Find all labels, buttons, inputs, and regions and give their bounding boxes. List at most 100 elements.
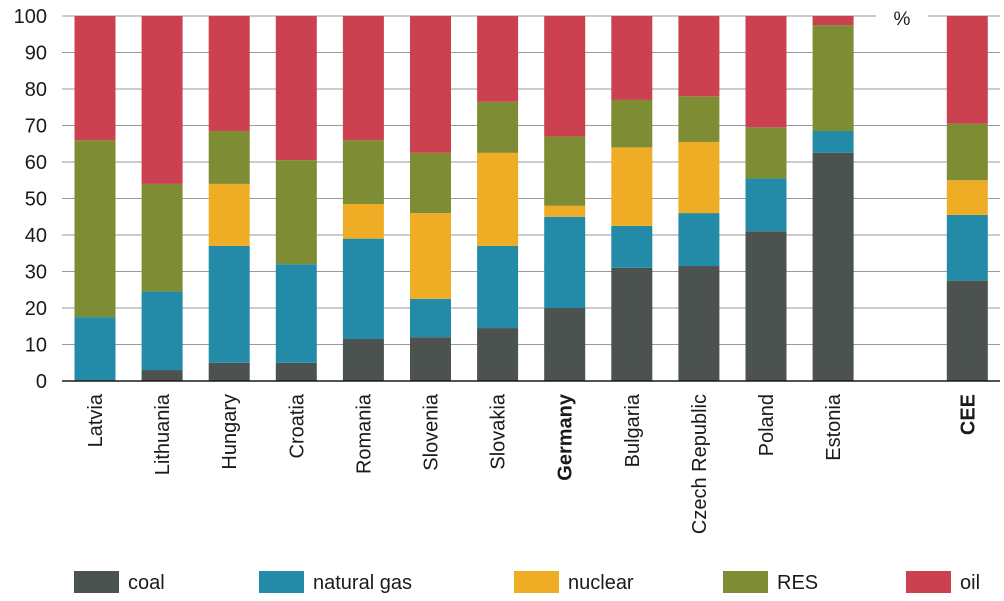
bar-segment-natural-gas bbox=[275, 264, 317, 363]
y-tick-label: 10 bbox=[25, 335, 47, 357]
bar-segment-natural-gas bbox=[342, 238, 384, 340]
legend-swatch bbox=[906, 571, 951, 593]
bar-segment-nuclear bbox=[410, 213, 451, 299]
bar-segment-RES bbox=[477, 101, 519, 153]
bar-segment-RES bbox=[74, 140, 116, 318]
legend-label: oil bbox=[960, 572, 980, 594]
bar-segment-coal bbox=[812, 152, 854, 381]
legend-label: coal bbox=[128, 572, 165, 594]
bar-segment-RES bbox=[342, 140, 384, 204]
y-tick-label: 20 bbox=[25, 298, 47, 320]
bar-segment-coal bbox=[410, 337, 451, 381]
y-tick-label: 70 bbox=[25, 116, 47, 138]
bar-segment-natural-gas bbox=[477, 245, 519, 329]
legend-swatch bbox=[723, 571, 768, 593]
bar-segment-natural-gas bbox=[611, 225, 653, 268]
bar-segment-coal bbox=[544, 308, 586, 381]
x-category-label: Estonia bbox=[823, 393, 845, 461]
bar-segment-oil bbox=[477, 16, 519, 102]
x-category-label: Czech Republic bbox=[689, 394, 711, 534]
bar-segment-nuclear bbox=[544, 205, 586, 217]
x-category-label: Germany bbox=[555, 393, 577, 481]
bar-segment-oil bbox=[342, 16, 384, 141]
x-category-label: Lithuania bbox=[152, 393, 174, 475]
bar-segment-natural-gas bbox=[410, 298, 451, 338]
y-tick-label: 100 bbox=[14, 6, 47, 28]
bar-segment-RES bbox=[410, 152, 451, 214]
x-axis: Latvia Lithuania Hungary Croatia Romania Slov… bbox=[62, 380, 1000, 534]
bar-segment-nuclear bbox=[678, 141, 720, 214]
y-tick-label: 0 bbox=[36, 371, 47, 393]
bar-segment-coal bbox=[275, 362, 317, 381]
legend-swatch bbox=[514, 571, 559, 593]
unit-label: % bbox=[894, 9, 911, 30]
bar-segment-nuclear bbox=[477, 152, 519, 246]
bar-segment-RES bbox=[745, 127, 787, 179]
x-category-label: Latvia bbox=[85, 393, 107, 447]
bar-segment-natural-gas bbox=[544, 216, 586, 308]
y-tick-label: 80 bbox=[25, 79, 47, 101]
bar-segment-oil bbox=[208, 16, 250, 131]
bar-segment-oil bbox=[141, 16, 183, 184]
bar-segment-coal bbox=[141, 370, 183, 381]
y-axis: 0 10 20 30 40 50 60 70 80 90 100 bbox=[14, 6, 47, 393]
bar-segment-oil bbox=[745, 16, 787, 128]
bar-segment-coal bbox=[946, 280, 988, 381]
x-category-label: CEE bbox=[957, 394, 979, 435]
bar-segment-oil bbox=[611, 16, 653, 100]
legend-label: RES bbox=[777, 572, 818, 594]
x-category-label: Poland bbox=[756, 394, 778, 456]
bar-segment-natural-gas bbox=[678, 213, 720, 267]
legend-swatch bbox=[259, 571, 304, 593]
bar-segment-RES bbox=[275, 160, 317, 265]
y-tick-label: 40 bbox=[25, 225, 47, 247]
bar-segment-natural-gas bbox=[946, 214, 988, 281]
legend-label: nuclear bbox=[568, 572, 634, 594]
bar-segment-oil bbox=[812, 16, 854, 26]
bar-segment-RES bbox=[946, 123, 988, 181]
bar-segment-oil bbox=[946, 16, 988, 124]
x-category-label: Bulgaria bbox=[622, 393, 644, 467]
bar-segment-coal bbox=[678, 266, 720, 381]
bar-segment-natural-gas bbox=[141, 291, 183, 371]
y-tick-label: 30 bbox=[25, 262, 47, 284]
bar-segment-oil bbox=[544, 16, 586, 137]
legend: coal natural gas nuclear RES oil bbox=[74, 571, 980, 594]
bar-segment-natural-gas bbox=[745, 178, 787, 232]
bar-stacks bbox=[74, 16, 988, 381]
legend-label: natural gas bbox=[313, 572, 412, 594]
bar-segment-RES bbox=[208, 130, 250, 184]
bar-segment-nuclear bbox=[208, 183, 250, 246]
bar-segment-coal bbox=[477, 328, 519, 381]
bar-segment-RES bbox=[544, 136, 586, 206]
bar-segment-coal bbox=[342, 339, 384, 381]
bar-segment-oil bbox=[275, 16, 317, 161]
bar-segment-oil bbox=[410, 16, 451, 153]
bar-segment-RES bbox=[678, 96, 720, 142]
bar-segment-oil bbox=[74, 16, 116, 141]
bar-segment-RES bbox=[141, 183, 183, 292]
bar-segment-nuclear bbox=[946, 180, 988, 215]
legend-swatch bbox=[74, 571, 119, 593]
y-tick-label: 50 bbox=[25, 189, 47, 211]
bar-segment-natural-gas bbox=[208, 245, 250, 363]
x-category-label: Romania bbox=[353, 393, 375, 474]
x-category-label: Hungary bbox=[219, 394, 241, 470]
bar-segment-oil bbox=[678, 16, 720, 97]
bar-segment-RES bbox=[611, 99, 653, 148]
bar-segment-coal bbox=[208, 362, 250, 381]
y-tick-label: 60 bbox=[25, 152, 47, 174]
x-category-label: Slovakia bbox=[488, 393, 510, 469]
bar-segment-natural-gas bbox=[812, 130, 854, 153]
bar-segment-coal bbox=[611, 267, 653, 381]
x-category-label: Croatia bbox=[286, 393, 308, 458]
x-category-label: Slovenia bbox=[421, 393, 443, 471]
y-tick-label: 90 bbox=[25, 43, 47, 65]
bar-segment-nuclear bbox=[342, 203, 384, 239]
gridlines bbox=[62, 15, 1000, 382]
unit-label-background bbox=[876, 4, 928, 30]
bar-segment-nuclear bbox=[611, 147, 653, 226]
bar-segment-natural-gas bbox=[74, 317, 116, 381]
bar-segment-coal bbox=[745, 231, 787, 381]
